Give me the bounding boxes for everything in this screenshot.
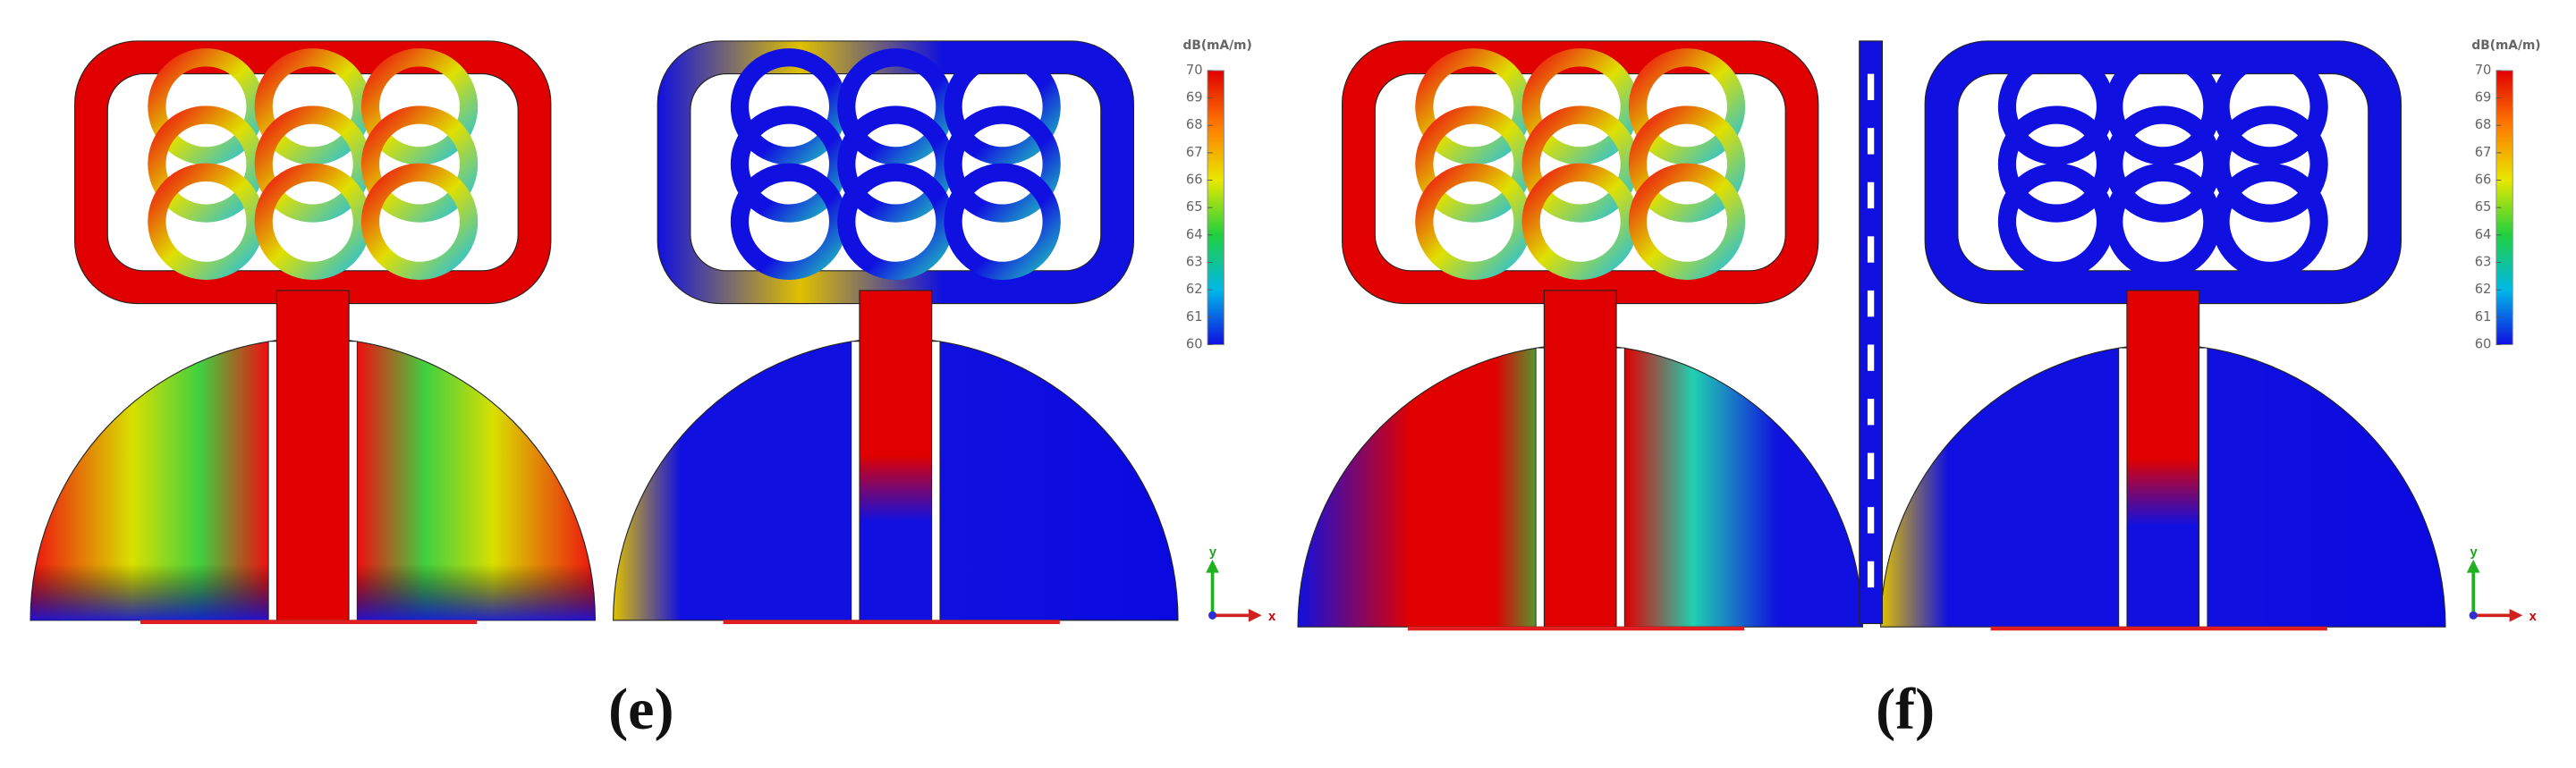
colorbar-tick-label: 64 <box>2475 227 2492 242</box>
antenna <box>30 40 596 624</box>
axis-head-x <box>2509 608 2523 622</box>
ring <box>944 48 1061 165</box>
slot <box>267 341 277 621</box>
colorbar-tick-label: 61 <box>2475 309 2492 325</box>
colorbar-tick-label: 68 <box>1186 117 1203 132</box>
colorbar-tick-label: 70 <box>2475 63 2492 78</box>
axis-origin <box>2469 611 2478 620</box>
axis-label-x: x <box>2529 610 2538 624</box>
ring <box>944 163 1061 280</box>
colorbar-tick-label: 61 <box>1186 309 1203 325</box>
colorbar-tick-label: 70 <box>1186 63 1203 78</box>
slot <box>2118 347 2128 628</box>
slot <box>851 341 860 621</box>
ring <box>1628 105 1746 223</box>
slot <box>931 341 941 621</box>
slot <box>1615 347 1625 628</box>
feed-line <box>2126 290 2200 628</box>
colorbar-tick-label: 66 <box>1186 173 1203 188</box>
colorbar-tick-label: 62 <box>1186 282 1203 297</box>
strip-slot <box>1867 73 1875 100</box>
axis-head-y <box>2466 559 2480 573</box>
antenna <box>1880 40 2446 631</box>
strip-slot <box>1867 344 1875 371</box>
colorbar-unit: dB(mA/m) <box>1183 38 1252 53</box>
slot <box>348 341 358 621</box>
strip-slot <box>1867 236 1875 263</box>
axis-label-y: y <box>2470 545 2479 560</box>
strip-slot <box>1867 561 1875 588</box>
slot <box>1535 347 1545 628</box>
axis-label-x: x <box>1268 610 1276 624</box>
feed-line <box>859 290 933 621</box>
colorbar-tick-label: 65 <box>2475 199 2492 215</box>
axis-head-x <box>1248 608 1262 622</box>
colorbar-unit: dB(mA/m) <box>2471 38 2540 53</box>
ring <box>2211 48 2328 165</box>
ring <box>1628 163 1746 280</box>
colorbar-tick-label: 64 <box>1186 227 1203 242</box>
panel-label: (f) <box>1876 677 1935 742</box>
colorbar-tick-label: 66 <box>2475 173 2492 188</box>
colorbar-tick-label: 62 <box>2475 282 2492 297</box>
ring <box>360 105 479 223</box>
strip-slot <box>1867 452 1875 479</box>
feed-line <box>1543 290 1617 628</box>
colorbar-tick-label: 60 <box>1186 336 1203 351</box>
strip-slot <box>1867 181 1875 209</box>
colorbar-tick-label: 68 <box>2475 117 2492 132</box>
strip-slot <box>1867 128 1875 155</box>
strip-slot <box>1867 290 1875 317</box>
colorbar-tick-label: 69 <box>2475 90 2492 105</box>
panel-label: (e) <box>608 677 674 742</box>
axis-head-y <box>1206 559 1219 573</box>
colorbar-tick-label: 67 <box>1186 145 1203 160</box>
colorbar-tick-label: 69 <box>1186 90 1203 105</box>
strip-slot <box>1867 399 1875 426</box>
ring <box>2211 163 2328 280</box>
ring <box>1628 48 1746 165</box>
antenna <box>613 40 1179 624</box>
ring <box>2211 105 2328 223</box>
axis-origin <box>1208 611 1217 620</box>
colorbar-tick-label: 63 <box>1186 254 1203 269</box>
colorbar-tick-label: 65 <box>1186 199 1203 215</box>
ring <box>360 48 479 165</box>
colorbar-tick-label: 67 <box>2475 145 2492 160</box>
slot <box>2199 347 2208 628</box>
axis-label-y: y <box>1209 545 1217 560</box>
antenna <box>1297 40 1863 631</box>
ring <box>944 105 1061 223</box>
feed-line <box>275 290 350 621</box>
strip-slot <box>1867 507 1875 534</box>
colorbar-tick-label: 60 <box>2475 336 2492 351</box>
ring <box>360 163 479 280</box>
colorbar-tick-label: 63 <box>2475 254 2492 269</box>
